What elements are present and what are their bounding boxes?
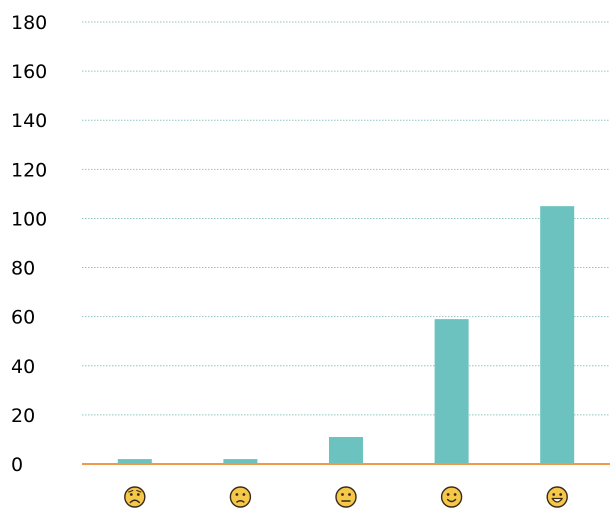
y-tick-label: 180	[11, 12, 47, 34]
gridlines	[82, 21, 610, 416]
bar-dissatisfied	[223, 459, 258, 464]
y-tick-label: 20	[11, 405, 35, 427]
y-axis-tick-labels: 0 20 40 60 80 100 120 140 160 180	[11, 12, 47, 476]
slightly-smiling-face-icon	[440, 486, 463, 508]
y-tick-label: 140	[11, 110, 47, 132]
bars	[117, 206, 575, 464]
frowning-face-icon	[124, 486, 146, 508]
bar-very-satisfied	[540, 206, 575, 464]
y-tick-label: 80	[11, 258, 35, 280]
bar-satisfied	[434, 319, 469, 464]
bar-neutral	[329, 436, 363, 464]
y-tick-label: 160	[11, 61, 47, 83]
slightly-frowning-face-icon	[229, 486, 252, 508]
y-tick-label: 120	[11, 159, 47, 181]
x-axis-category-icons	[124, 486, 568, 508]
bar-very-dissatisfied	[117, 459, 152, 464]
grinning-face-icon	[546, 486, 568, 508]
y-tick-label: 0	[11, 454, 23, 476]
y-tick-label: 60	[11, 307, 35, 329]
y-tick-label: 40	[11, 356, 35, 378]
neutral-face-icon	[335, 486, 357, 508]
y-tick-label: 100	[11, 208, 47, 230]
